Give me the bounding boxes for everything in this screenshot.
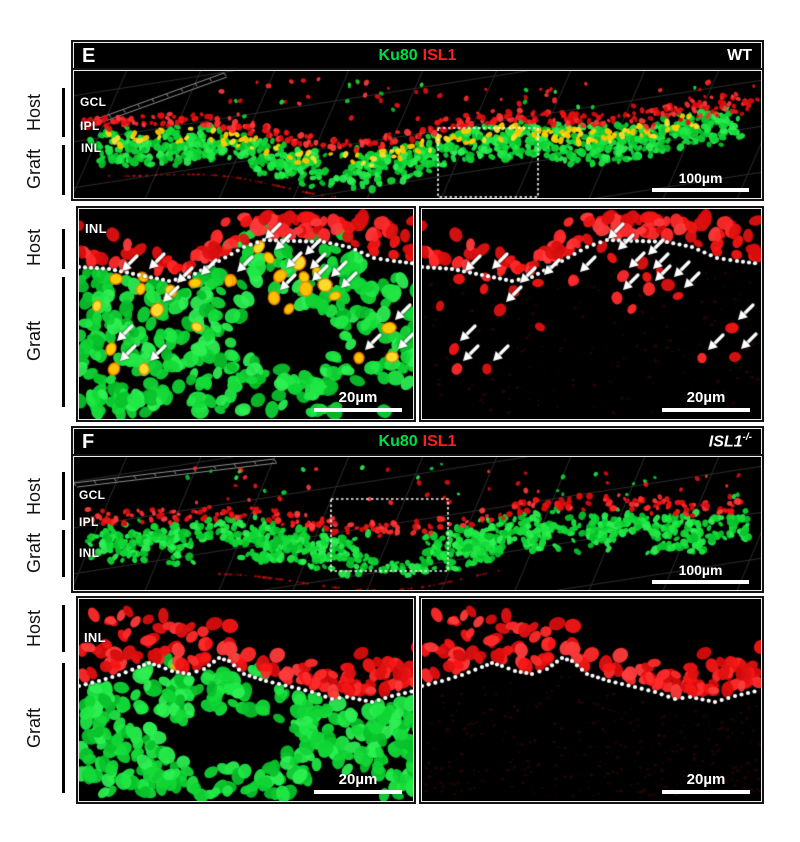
scalebar-e-zoom-red-line: [662, 408, 750, 412]
panel-e-header: E Ku80 ISL1 WT: [73, 42, 762, 70]
genotype-isl1-sup: -/-: [742, 432, 752, 444]
host-label-e-zoom: Host: [24, 228, 44, 266]
panel-e-zoom-merged-image: INL 20µm: [78, 208, 414, 420]
scalebar-e-zoom-merged-line: [314, 408, 402, 412]
layer-label-ipl-f: IPL: [79, 515, 99, 529]
layer-label-inl-f: INL: [79, 546, 100, 560]
panel-f-zoom-red-image: 20µm: [421, 598, 762, 802]
panel-f-zoom-red-canvas: [422, 599, 761, 801]
stain-legend-e: Ku80 ISL1: [379, 47, 457, 65]
panel-e-zoom-merged-canvas: [79, 209, 413, 419]
scalebar-e-main-line: [652, 188, 749, 192]
ku80-stain-label-f: Ku80: [378, 433, 418, 450]
layer-label-inl-e-zoom: INL: [85, 221, 107, 236]
stain-legend-f: Ku80 ISL1: [379, 433, 457, 451]
panel-f-overview-canvas: [74, 457, 761, 590]
layer-label-inl-e: INL: [81, 141, 102, 155]
graft-label-e-main: Graft: [24, 149, 44, 190]
scalebar-e-zoom-merged: 20µm: [314, 388, 402, 412]
scalebar-f-zoom-red-text: 20µm: [686, 770, 726, 788]
scalebar-f-main: 100µm: [652, 561, 749, 584]
scalebar-f-zoom-merged-line: [314, 790, 402, 794]
panel-f-zoom-merged-canvas: [79, 599, 413, 801]
panel-e-zoom-red-image: 20µm: [421, 208, 762, 420]
graft-label-f-zoom: Graft: [24, 708, 44, 749]
isl1-stain-label-e: ISL1: [422, 47, 457, 64]
layer-label-inl-f-zoom: INL: [84, 630, 106, 645]
genotype-label-wt: WT: [727, 47, 752, 64]
graft-label-e-zoom: Graft: [24, 321, 44, 362]
panel-f-zoom-merged-image: INL 20µm: [78, 598, 414, 802]
host-label-e-main: Host: [24, 93, 44, 131]
graft-bracket-e-zoom: [62, 277, 65, 407]
scalebar-e-zoom-red: 20µm: [662, 388, 750, 412]
scalebar-f-main-text: 100µm: [678, 561, 723, 578]
scalebar-f-zoom-merged: 20µm: [314, 770, 402, 794]
graft-bracket-f-zoom: [62, 663, 65, 793]
genotype-isl1-base: ISL1: [708, 433, 743, 451]
scalebar-e-main-text: 100µm: [678, 169, 723, 186]
host-bracket-f-zoom: [62, 605, 65, 652]
panel-e-letter: E: [82, 45, 96, 67]
genotype-label-isl1ko: ISL1-/-: [709, 432, 761, 451]
host-bracket-e-zoom: [62, 229, 65, 269]
graft-label-f-main: Graft: [24, 533, 44, 574]
isl1-stain-label-f: ISL1: [422, 433, 457, 450]
scalebar-f-zoom-red-line: [662, 790, 750, 794]
scalebar-e-zoom-red-text: 20µm: [686, 388, 726, 406]
panel-e-overview-canvas: [74, 71, 761, 198]
scalebar-f-zoom-red: 20µm: [662, 770, 750, 794]
panel-f-letter: F: [82, 431, 95, 453]
scalebar-e-zoom-merged-text: 20µm: [338, 388, 378, 406]
host-bracket-e-main: [62, 88, 65, 137]
graft-bracket-e-main: [62, 145, 65, 195]
scalebar-f-main-line: [652, 580, 749, 584]
layer-label-gcl-f: GCL: [79, 488, 106, 502]
panel-f-header: F Ku80 ISL1 ISL1-/-: [73, 428, 762, 456]
panel-e-zoom-red-canvas: [422, 209, 761, 419]
host-label-f-main: Host: [24, 477, 44, 515]
host-label-f-zoom: Host: [24, 609, 44, 647]
panel-e-overview-image: GCL IPL INL 100µm: [73, 70, 762, 199]
ku80-stain-label-e: Ku80: [378, 47, 418, 64]
panel-f-overview-image: GCL IPL INL 100µm: [73, 456, 762, 591]
host-bracket-f-main: [62, 472, 65, 520]
layer-label-ipl-e: IPL: [80, 119, 100, 133]
layer-label-gcl-e: GCL: [80, 95, 107, 109]
graft-bracket-f-main: [62, 530, 65, 577]
scalebar-f-zoom-merged-text: 20µm: [338, 770, 378, 788]
scalebar-e-main: 100µm: [652, 169, 749, 192]
